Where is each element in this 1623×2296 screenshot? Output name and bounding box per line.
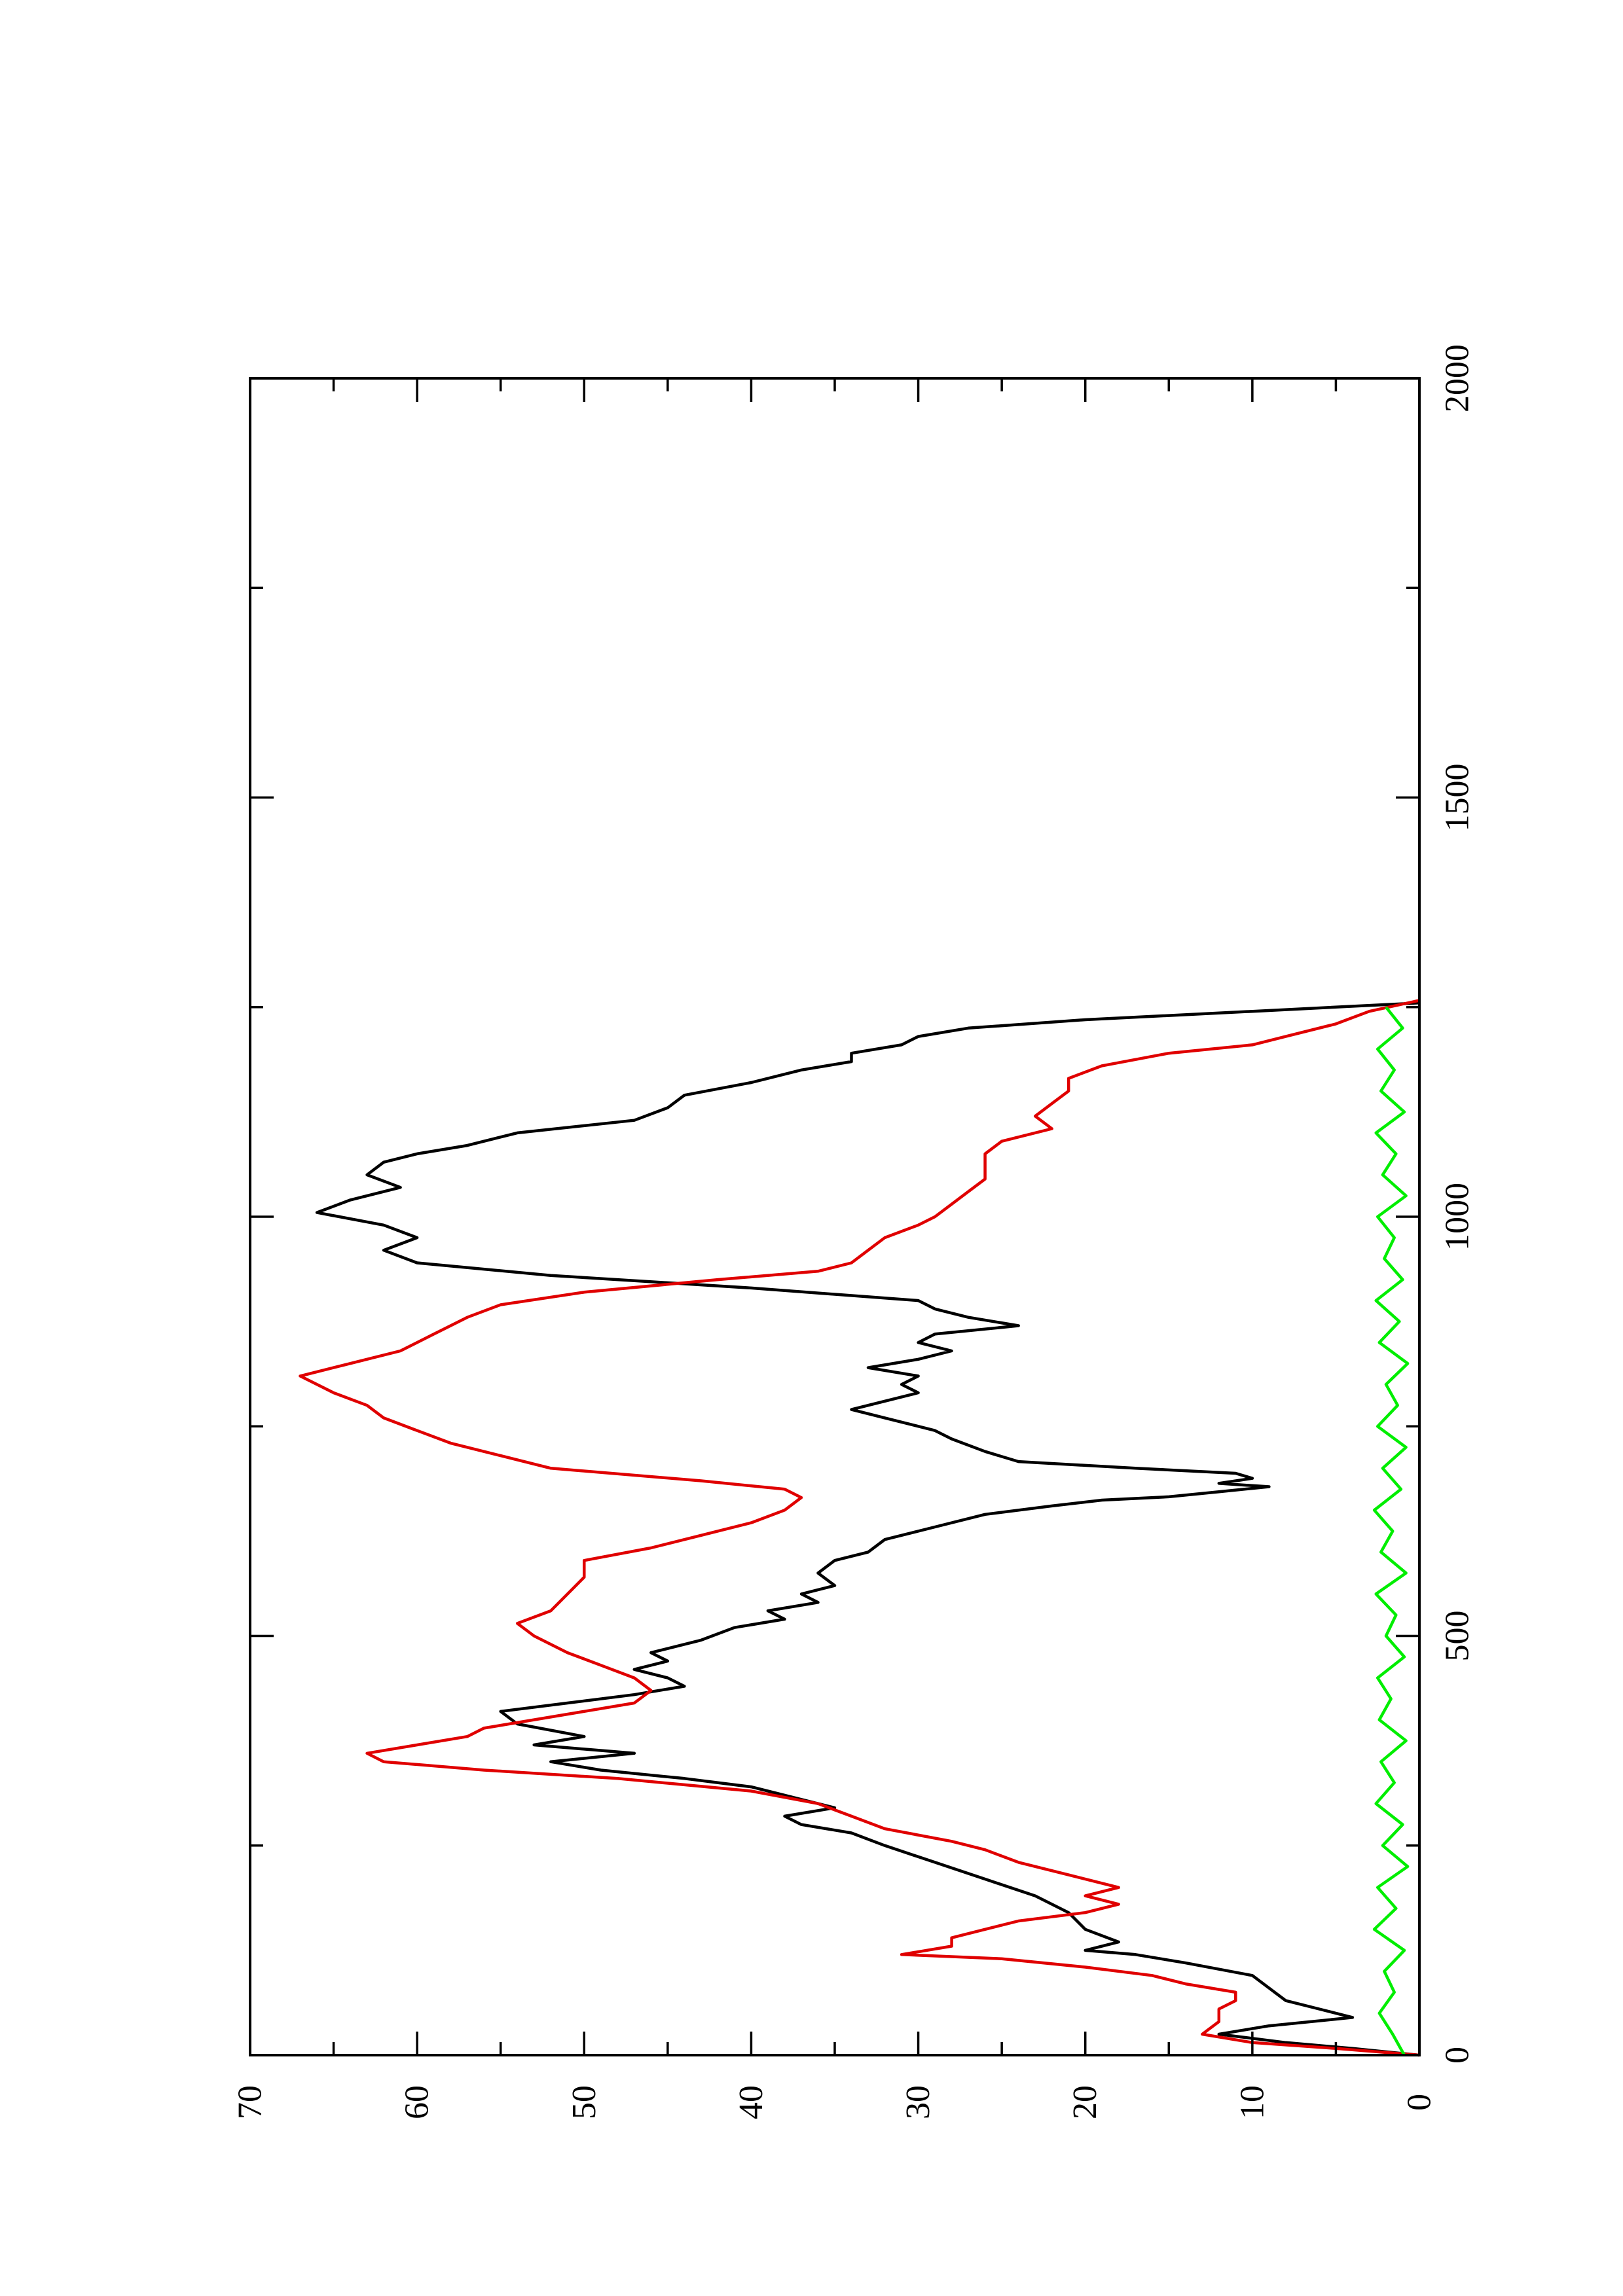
x-tick-label: 1500 bbox=[1439, 764, 1476, 832]
y-tick-label: 0 bbox=[1401, 2094, 1438, 2111]
y-tick-label: 60 bbox=[399, 2085, 436, 2119]
y-tick-label: 70 bbox=[232, 2085, 269, 2119]
y-tick-label: 50 bbox=[566, 2085, 603, 2119]
x-tick-label: 500 bbox=[1439, 1611, 1476, 1662]
y-tick-label: 20 bbox=[1067, 2085, 1104, 2119]
series-line-3 bbox=[1372, 1006, 1410, 2056]
x-tick-label: 2000 bbox=[1439, 344, 1476, 412]
x-tick-label: 1000 bbox=[1439, 1183, 1476, 1251]
series-line-1 bbox=[315, 1001, 1420, 2057]
plot-area: 0 500 1000 1500 2000 0 10 20 30 40 50 60 70 bbox=[232, 344, 1476, 2119]
y-tick-label: 30 bbox=[900, 2085, 937, 2119]
y-tick-label: 10 bbox=[1233, 2085, 1271, 2119]
series-line-2 bbox=[299, 999, 1420, 2057]
y-tick-label: 40 bbox=[733, 2085, 770, 2119]
x-tick-label: 0 bbox=[1439, 2047, 1476, 2064]
plot-frame bbox=[249, 377, 1421, 2056]
